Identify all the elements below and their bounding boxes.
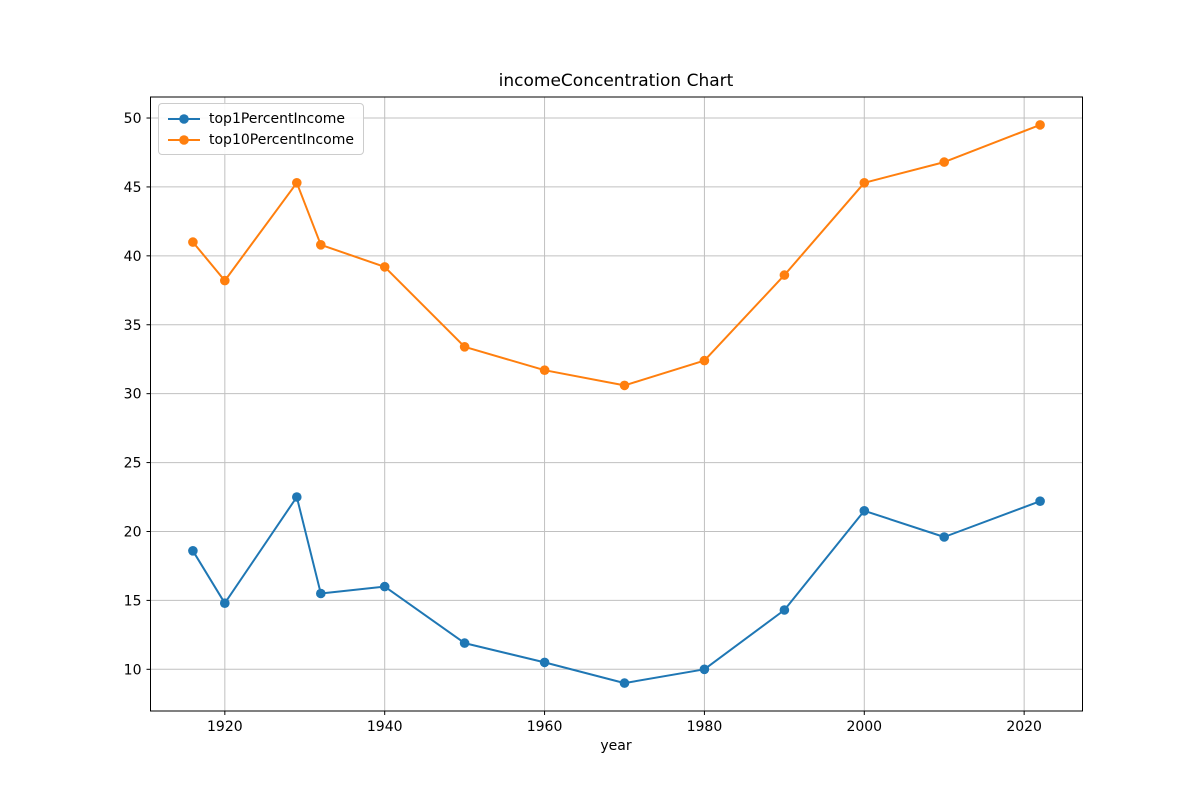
- data-point-top1PercentIncome-1960: [539, 657, 550, 668]
- circle-icon: [179, 134, 189, 145]
- x-tick-label: 1960: [527, 719, 563, 735]
- x-axis-label: year: [600, 738, 632, 754]
- y-tick-label: 20: [124, 524, 142, 540]
- y-tick-label: 50: [124, 111, 142, 127]
- data-point-top1PercentIncome-1916: [188, 546, 198, 556]
- data-point-top10PercentIncome-2010: [939, 157, 949, 167]
- data-point-top1PercentIncome-1920: [220, 598, 230, 608]
- y-tick-label: 15: [124, 593, 142, 609]
- x-tick-label: 1980: [687, 719, 723, 735]
- y-tick-label: 40: [124, 249, 142, 265]
- legend: top1PercentIncome top10PercentIncome: [158, 103, 364, 155]
- data-point-top1PercentIncome-1990: [779, 605, 790, 615]
- legend-item-top10PercentIncome: top10PercentIncome: [167, 130, 354, 149]
- data-point-top10PercentIncome-1980: [699, 355, 710, 366]
- data-point-top10PercentIncome-1916: [188, 237, 198, 247]
- data-point-top10PercentIncome-1990: [779, 270, 790, 280]
- y-tick-label: 45: [124, 180, 142, 196]
- data-point-top10PercentIncome-1970: [619, 380, 630, 391]
- y-tick-label: 25: [124, 456, 142, 472]
- data-point-top10PercentIncome-1960: [539, 365, 550, 376]
- axes-spines: [150, 96, 1083, 712]
- y-tick-label: 30: [124, 387, 142, 403]
- legend-line-marker-icon: [168, 113, 200, 124]
- data-point-top1PercentIncome-1932: [316, 588, 326, 599]
- legend-line-marker-icon: [168, 134, 200, 145]
- data-point-top10PercentIncome-2000: [859, 178, 870, 188]
- data-point-top10PercentIncome-1940: [379, 262, 390, 272]
- data-point-top10PercentIncome-2022: [1035, 120, 1045, 130]
- y-tick-label: 35: [124, 318, 142, 334]
- x-tick-label: 2020: [1006, 719, 1042, 735]
- legend-label: top1PercentIncome: [209, 110, 346, 127]
- data-point-top1PercentIncome-1929: [292, 492, 302, 502]
- y-tick-label: 10: [124, 662, 142, 678]
- data-point-top10PercentIncome-1950: [459, 342, 470, 352]
- data-point-top1PercentIncome-2000: [859, 506, 870, 516]
- data-point-top1PercentIncome-1950: [459, 638, 470, 648]
- chart-title: incomeConcentration Chart: [498, 71, 734, 91]
- data-point-top1PercentIncome-1980: [699, 664, 710, 675]
- x-tick-label: 2000: [846, 719, 882, 735]
- data-point-top1PercentIncome-2022: [1035, 496, 1045, 507]
- x-tick-label: 1920: [207, 719, 243, 735]
- data-point-top1PercentIncome-1970: [619, 678, 630, 688]
- circle-icon: [179, 113, 189, 124]
- data-point-top10PercentIncome-1920: [220, 275, 230, 286]
- legend-item-top1PercentIncome: top1PercentIncome: [167, 109, 354, 128]
- data-point-top10PercentIncome-1932: [316, 240, 326, 250]
- x-tick-label: 1940: [367, 719, 403, 735]
- data-point-top1PercentIncome-1940: [379, 581, 390, 592]
- data-point-top10PercentIncome-1929: [292, 178, 302, 188]
- data-point-top1PercentIncome-2010: [939, 532, 949, 542]
- series-line-top10PercentIncome: [191, 123, 1042, 387]
- legend-label: top10PercentIncome: [209, 131, 354, 148]
